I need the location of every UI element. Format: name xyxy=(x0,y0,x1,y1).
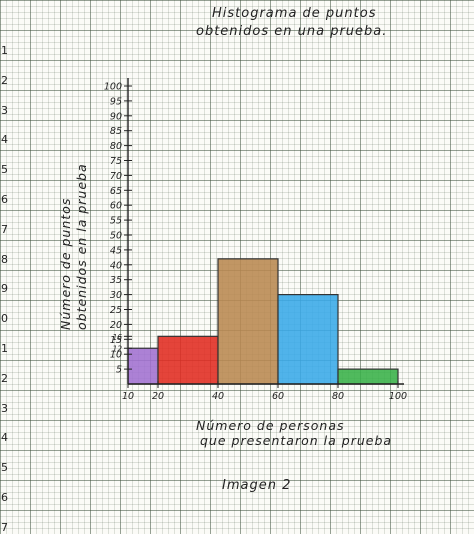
margin-number: 4 xyxy=(1,431,8,445)
margin-number: 5 xyxy=(1,461,8,475)
histogram-bar-3 xyxy=(217,258,279,385)
margin-number: 2 xyxy=(1,73,8,87)
x-tick-label: 40 xyxy=(212,391,224,402)
y-tick-label: 90 xyxy=(110,111,122,122)
y-tick-label: 70 xyxy=(110,171,122,182)
margin-number: 6 xyxy=(1,193,8,206)
y-tick-label: 15 xyxy=(110,335,122,346)
histogram-bar-4 xyxy=(277,294,339,385)
margin-number: 1 xyxy=(1,44,8,57)
margin-number: 8 xyxy=(1,252,8,266)
histogram-chart: 5101215162025303540455055606570758085909… xyxy=(104,78,407,402)
x-tick-label: 60 xyxy=(272,391,284,402)
chart-title-line-2: obtenidos en una prueba. xyxy=(196,24,388,39)
y-tick-label: 55 xyxy=(110,216,122,227)
margin-number: 4 xyxy=(1,133,8,147)
x-tick-label: 80 xyxy=(332,391,344,402)
x-tick-label: 20 xyxy=(152,391,164,402)
y-axis-label: Número de puntos obtenidos en la prueba xyxy=(58,150,98,330)
y-tick-label: 35 xyxy=(110,275,122,286)
y-tick-label: 45 xyxy=(110,245,122,256)
margin-number: 7 xyxy=(1,222,8,236)
x-tick-label: 100 xyxy=(389,391,407,402)
margin-number: 3 xyxy=(1,401,8,415)
margin-number: 1 xyxy=(1,342,8,355)
margin-number: 7 xyxy=(1,520,8,534)
y-tick-label: 85 xyxy=(110,126,122,137)
y-axis-label-line-2: obtenidos en la prueba xyxy=(74,163,89,330)
margin-number: 6 xyxy=(1,491,8,504)
y-tick-label: 16 xyxy=(112,333,122,342)
margin-number: 2 xyxy=(1,371,8,385)
y-axis-label-line-1: Número de puntos xyxy=(58,197,73,330)
y-tick-label: 12 xyxy=(112,345,122,354)
x-axis-label-line-1: Número de personas xyxy=(196,418,345,433)
x-tick-label: 10 xyxy=(122,391,134,402)
y-tick-label: 75 xyxy=(110,156,122,167)
y-tick-label: 30 xyxy=(110,290,122,301)
y-tick-label: 25 xyxy=(110,305,122,316)
y-tick-label: 95 xyxy=(110,96,122,107)
y-tick-label: 60 xyxy=(110,201,122,212)
y-tick-label: 5 xyxy=(116,365,122,376)
histogram-bar-2 xyxy=(157,335,219,385)
chart-title-line-1: Histograma de puntos xyxy=(212,6,377,21)
margin-number: 5 xyxy=(1,163,8,177)
y-tick-label: 65 xyxy=(110,186,122,197)
margin-number: 3 xyxy=(1,103,8,117)
x-axis-label-line-2: que presentaron la prueba xyxy=(200,433,393,448)
y-tick-label: 50 xyxy=(110,231,122,242)
histogram-bar-1 xyxy=(127,347,159,385)
y-tick-label: 10 xyxy=(110,350,122,361)
y-tick-label: 20 xyxy=(110,320,122,331)
margin-number: 0 xyxy=(1,312,8,326)
margin-number: 9 xyxy=(1,282,8,296)
y-tick-label: 40 xyxy=(110,260,122,271)
y-tick-label: 80 xyxy=(110,141,122,152)
y-tick-label: 100 xyxy=(104,82,122,93)
histogram-bar-5 xyxy=(337,368,399,385)
figure-caption: Imagen 2 xyxy=(222,478,292,493)
